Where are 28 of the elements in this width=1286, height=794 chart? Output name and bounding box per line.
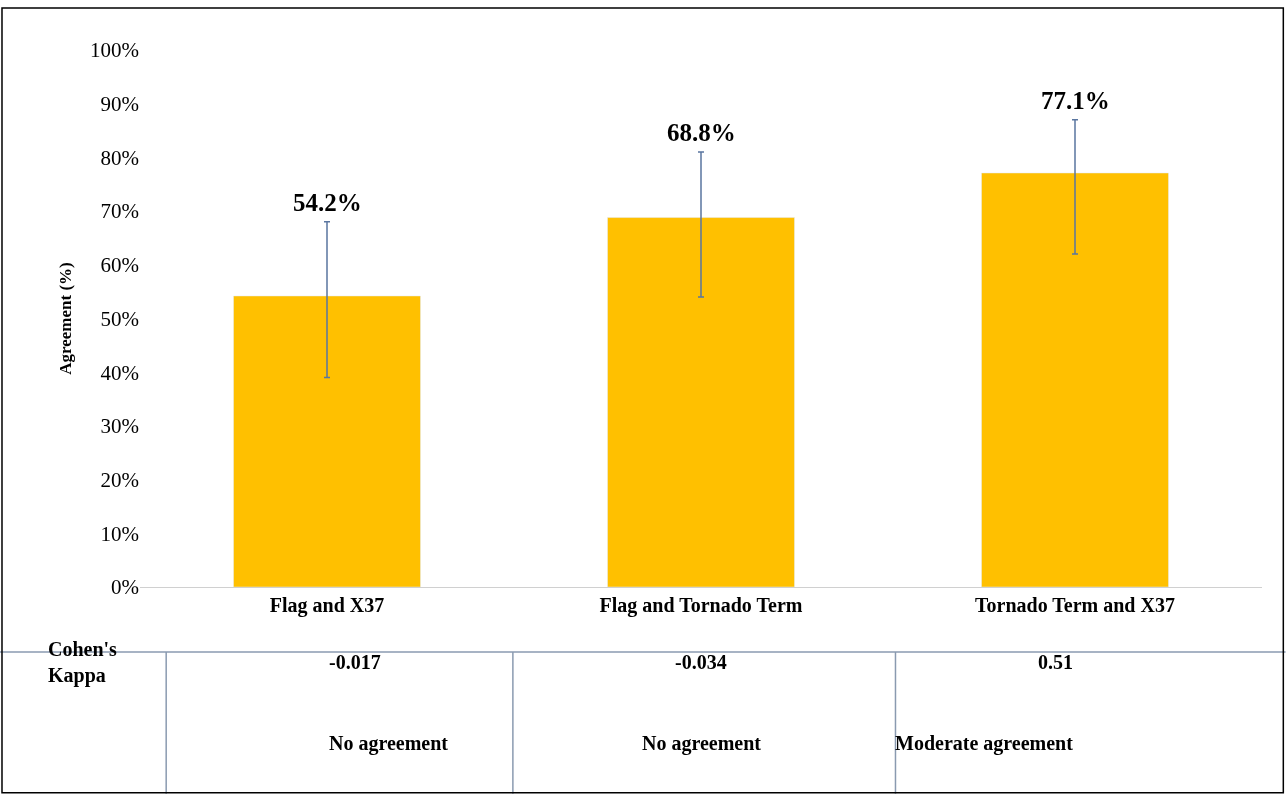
y-tick-label: 30%: [100, 414, 139, 439]
bar: [607, 217, 795, 587]
text: -0.017: [329, 651, 381, 673]
y-tick-label: 10%: [100, 521, 139, 546]
text: No agreement: [642, 732, 762, 755]
y-tick-label: 60%: [100, 253, 139, 278]
text: Moderate agreement: [895, 732, 1074, 755]
bar: [981, 172, 1169, 587]
y-tick-label: 80%: [100, 145, 139, 170]
text: Cohen's Kappa: [48, 638, 118, 687]
data-label: 77.1%: [1041, 87, 1110, 114]
x-tick-label: Tornado Term and X37: [975, 594, 1175, 616]
y-tick-label: 90%: [100, 92, 139, 117]
text: -0.034: [675, 651, 727, 673]
bar: [233, 295, 421, 587]
y-tick-label: 50%: [100, 306, 139, 331]
x-tick-label: Flag and X37: [269, 594, 385, 617]
data-label: 54.2%: [293, 189, 362, 216]
y-tick-label: 0%: [111, 575, 139, 600]
y-tick-label: 100%: [90, 38, 139, 63]
y-tick-label: 40%: [100, 360, 139, 385]
text: No agreement: [329, 732, 449, 755]
data-label: 68.8%: [667, 119, 736, 146]
y-tick-label: 20%: [100, 467, 139, 492]
y-tick-label: 70%: [100, 199, 139, 224]
y-axis-title: Agreement (%): [55, 262, 75, 375]
x-tick-label: Flag and Tornado Term: [599, 594, 803, 617]
text: 0.51: [1038, 651, 1073, 673]
